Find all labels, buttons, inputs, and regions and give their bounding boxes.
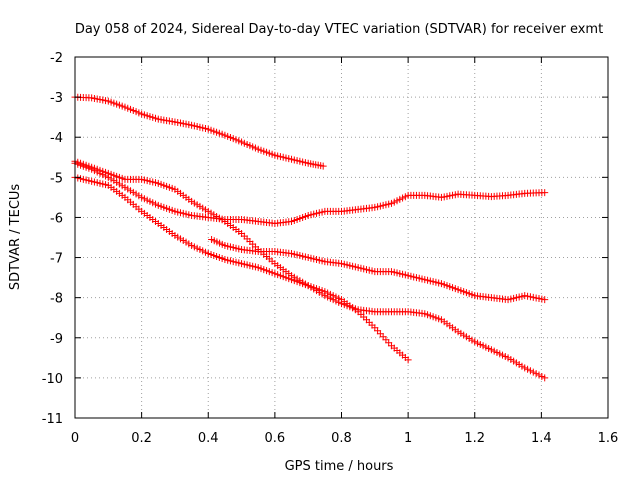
data-point-marker — [521, 292, 529, 300]
data-point-marker — [535, 295, 543, 303]
data-point-marker — [404, 356, 412, 364]
x-tick-label: 0.6 — [265, 431, 286, 446]
x-tick-label: 0.2 — [131, 431, 152, 446]
data-point-marker — [541, 296, 549, 304]
series-arc-5 — [208, 236, 549, 304]
data-point-marker — [541, 189, 549, 197]
data-point-marker — [529, 368, 537, 376]
series-arc-4 — [71, 173, 549, 382]
y-tick-label: -11 — [42, 412, 63, 427]
x-tick-label: 1.2 — [464, 431, 485, 446]
y-tick-label: -9 — [50, 332, 63, 347]
x-tick-label: 1.4 — [531, 431, 552, 446]
y-tick-label: -2 — [50, 51, 63, 66]
data-point-marker — [532, 370, 540, 378]
data-point-marker — [541, 374, 549, 382]
x-tick-label: 0.8 — [331, 431, 352, 446]
x-tick-label: 1 — [404, 431, 412, 446]
data-layer — [71, 93, 549, 382]
series-arc-1 — [71, 93, 327, 170]
label-layer: Day 058 of 2024, Sidereal Day-to-day VTE… — [8, 22, 603, 474]
data-point-marker — [319, 162, 327, 170]
x-tick-label: 0.4 — [198, 431, 219, 446]
data-point-marker — [535, 371, 543, 379]
y-tick-label: -8 — [50, 292, 63, 307]
y-tick-label: -6 — [50, 211, 63, 226]
y-tick-label: -7 — [50, 252, 63, 267]
data-point-marker — [524, 292, 532, 300]
tick-layer: 0 0.2 0.4 0.6 0.8 1 1.2 1.4 1.6 -11 -10 -9 -8 -7 -6 -5 -… — [42, 51, 619, 446]
data-point-marker — [526, 293, 534, 301]
x-axis-label: GPS time / hours — [285, 459, 394, 474]
y-tick-label: -10 — [42, 372, 63, 387]
data-point-marker — [526, 367, 534, 375]
data-point-marker — [521, 364, 529, 372]
y-tick-label: -5 — [50, 171, 63, 186]
data-point-marker — [538, 295, 546, 303]
y-axis-label: SDTVAR / TECUs — [8, 184, 23, 291]
y-tick-label: -4 — [50, 131, 63, 146]
data-point-marker — [538, 372, 546, 380]
data-point-marker — [529, 293, 537, 301]
x-tick-label: 1.6 — [598, 431, 619, 446]
data-point-marker — [532, 294, 540, 302]
chart-title: Day 058 of 2024, Sidereal Day-to-day VTE… — [75, 22, 603, 37]
y-tick-label: -3 — [50, 91, 63, 106]
data-point-marker — [524, 365, 532, 373]
x-tick-label: 0 — [71, 431, 79, 446]
